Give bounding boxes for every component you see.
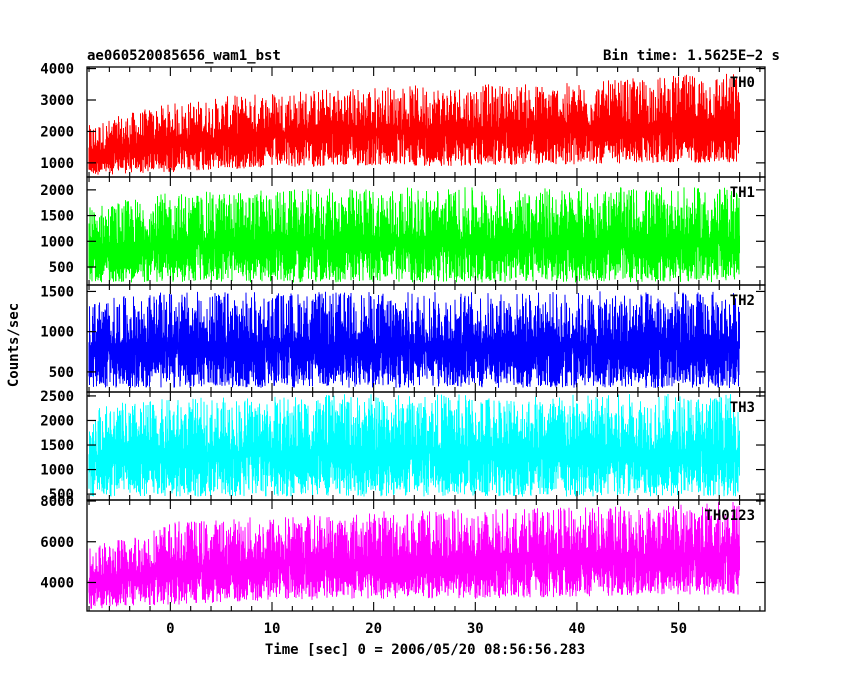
y-tick-label: 4000 [40,575,74,591]
y-tick-label: 4000 [40,62,74,78]
y-tick-label: 1000 [40,325,74,341]
x-tick-label: 20 [365,621,382,637]
y-tick-label: 1000 [40,234,74,250]
y-axis-label: Counts/sec [6,303,22,387]
series-th1-line [88,187,740,283]
series-th3-line [88,393,740,497]
panel-th3: 500 1000 1500 2000 2500 TH3 [40,389,766,503]
x-tick-label: 0 [166,621,174,637]
x-axis-label: Time [sec] 0 = 2006/05/20 08:56:56.283 [265,642,585,658]
x-tick-label: 40 [569,621,586,637]
panel-th2: 500 1000 1500 TH2 [40,284,766,393]
y-tick-label: 500 [49,260,74,276]
y-tick-label: 1000 [40,156,74,172]
y-tick-label: 1000 [40,463,74,479]
x-tick-label: 30 [467,621,484,637]
y-tick-label: 2000 [40,413,74,429]
y-tick-label: 2000 [40,124,74,140]
y-tick-label: 1500 [40,284,74,300]
y-tick-label: 6000 [40,535,74,551]
y-tick-label: 500 [49,365,74,381]
y-tick-label: 2000 [40,183,74,199]
y-tick-label: 3000 [40,93,74,109]
chart-title-left: ae060520085656_wam1_bst [87,48,281,64]
panel-label-th1: TH1 [730,185,755,201]
panel-label-th3: TH3 [730,400,755,416]
y-tick-label: 2500 [40,389,74,405]
panel-label-th0123: TH0123 [704,508,755,524]
y-tick-label: 1500 [40,209,74,225]
x-tick-label: 10 [264,621,281,637]
panel-th0: 1000 2000 3000 4000 TH0 [40,62,766,178]
y-tick-label: 1500 [40,438,74,454]
series-th2-line [88,291,740,389]
panel-label-th2: TH2 [730,293,755,309]
panel-th1: 500 1000 1500 2000 TH1 [40,176,766,286]
series-th0123-line [88,501,740,609]
chart-title-right: Bin time: 1.5625E−2 s [603,48,780,64]
x-tick-label: 50 [670,621,687,637]
panel-frame [86,499,766,612]
y-tick-label: 8000 [40,494,74,510]
panel-th0123: 4000 6000 8000 TH0123 [40,494,766,612]
series-th0-line [88,73,740,175]
panel-label-th0: TH0 [730,75,755,91]
y-tick-label: 500 [49,487,74,503]
